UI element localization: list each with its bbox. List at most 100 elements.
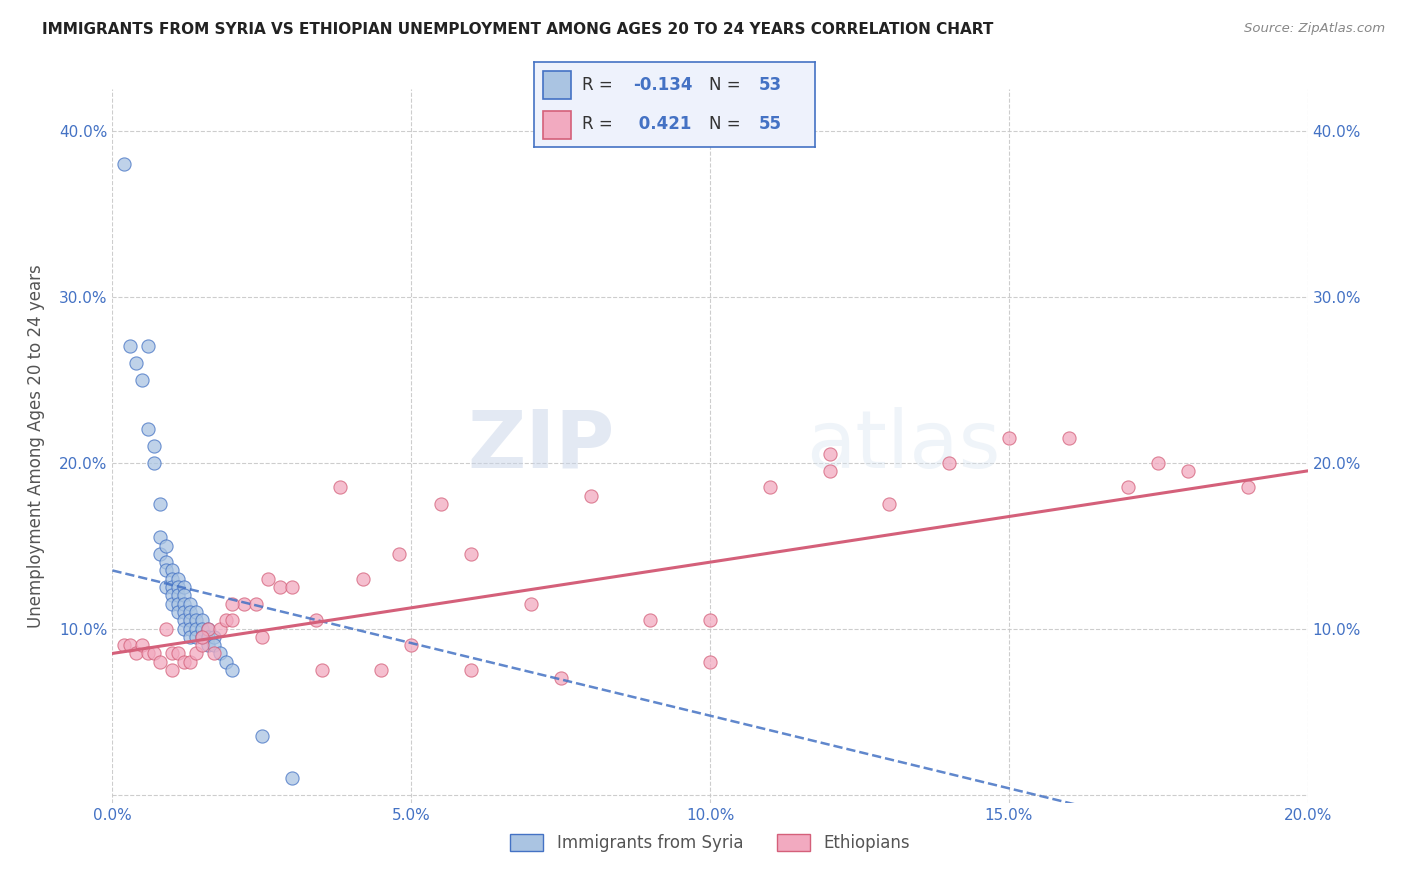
Point: [155, 539, 177, 553]
Point: [460, 547, 482, 561]
Point: [138, 339, 160, 353]
Text: 0.421: 0.421: [633, 115, 692, 133]
Point: [186, 613, 208, 627]
Point: [353, 572, 375, 586]
Point: [167, 597, 190, 611]
Point: [202, 647, 225, 661]
Point: [1237, 481, 1260, 495]
Point: [759, 481, 782, 495]
Point: [197, 638, 219, 652]
Point: [167, 572, 190, 586]
Point: [388, 547, 411, 561]
Point: [155, 622, 177, 636]
Point: [281, 771, 304, 785]
Point: [162, 580, 183, 594]
Text: ZIP: ZIP: [467, 407, 614, 485]
Point: [257, 572, 280, 586]
Point: [1147, 456, 1170, 470]
Text: N =: N =: [709, 115, 740, 133]
Point: [125, 647, 148, 661]
Point: [143, 647, 166, 661]
Point: [167, 588, 190, 602]
Point: [138, 422, 160, 436]
Point: [640, 613, 662, 627]
Point: [197, 622, 219, 636]
Text: IMMIGRANTS FROM SYRIA VS ETHIOPIAN UNEMPLOYMENT AMONG AGES 20 TO 24 YEARS CORREL: IMMIGRANTS FROM SYRIA VS ETHIOPIAN UNEMP…: [42, 22, 994, 37]
Point: [209, 622, 232, 636]
Point: [191, 630, 214, 644]
Point: [186, 622, 208, 636]
Point: [162, 564, 183, 578]
Point: [125, 356, 148, 370]
Point: [114, 638, 135, 652]
Point: [186, 630, 208, 644]
Point: [250, 630, 273, 644]
Point: [179, 605, 201, 619]
Point: [311, 663, 333, 677]
Point: [818, 464, 841, 478]
Point: [370, 663, 392, 677]
Point: [186, 647, 208, 661]
Point: [215, 613, 238, 627]
FancyBboxPatch shape: [543, 71, 571, 99]
Point: [329, 481, 352, 495]
Point: [197, 630, 219, 644]
Point: [173, 655, 195, 669]
Point: [191, 613, 214, 627]
Point: [191, 630, 214, 644]
Point: [233, 597, 256, 611]
Point: [202, 630, 225, 644]
Point: [155, 580, 177, 594]
Text: 53: 53: [759, 77, 782, 95]
Text: Source: ZipAtlas.com: Source: ZipAtlas.com: [1244, 22, 1385, 36]
Text: R =: R =: [582, 77, 613, 95]
Point: [131, 373, 153, 387]
Point: [162, 597, 183, 611]
Point: [149, 547, 172, 561]
Point: [401, 638, 423, 652]
Point: [579, 489, 602, 503]
Point: [173, 580, 195, 594]
Point: [191, 622, 214, 636]
Point: [173, 588, 195, 602]
Point: [131, 638, 153, 652]
Point: [202, 638, 225, 652]
Point: [162, 663, 183, 677]
Y-axis label: Unemployment Among Ages 20 to 24 years: Unemployment Among Ages 20 to 24 years: [27, 264, 45, 628]
Text: 55: 55: [759, 115, 782, 133]
Legend: Immigrants from Syria, Ethiopians: Immigrants from Syria, Ethiopians: [503, 827, 917, 859]
Point: [215, 655, 238, 669]
Point: [520, 597, 543, 611]
Point: [162, 588, 183, 602]
Point: [173, 622, 195, 636]
Point: [699, 613, 721, 627]
Point: [879, 497, 901, 511]
Point: [143, 456, 166, 470]
Point: [167, 605, 190, 619]
Point: [430, 497, 453, 511]
Point: [1177, 464, 1199, 478]
Point: [173, 605, 195, 619]
Point: [149, 655, 172, 669]
Point: [155, 564, 177, 578]
Point: [167, 647, 190, 661]
Text: atlas: atlas: [806, 407, 1000, 485]
Text: -0.134: -0.134: [633, 77, 692, 95]
Point: [162, 572, 183, 586]
Text: R =: R =: [582, 115, 613, 133]
Point: [281, 580, 304, 594]
Point: [120, 339, 142, 353]
Point: [209, 647, 232, 661]
Point: [818, 447, 841, 461]
Point: [179, 597, 201, 611]
Point: [179, 622, 201, 636]
Point: [120, 638, 142, 652]
Point: [149, 530, 172, 544]
Point: [149, 497, 172, 511]
Point: [179, 613, 201, 627]
Point: [998, 431, 1021, 445]
Point: [143, 439, 166, 453]
Point: [173, 597, 195, 611]
Point: [550, 671, 572, 685]
Point: [938, 456, 960, 470]
